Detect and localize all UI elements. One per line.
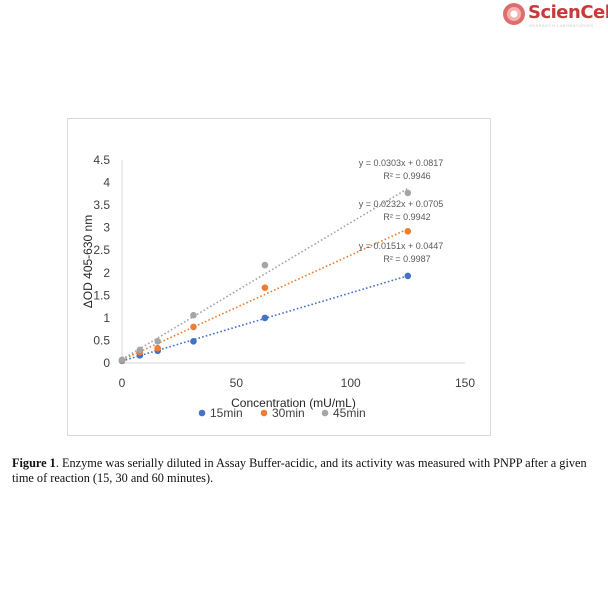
y-tick-label: 3.5 [93,198,110,212]
x-tick-label: 150 [455,376,475,390]
data-point-45min [404,189,412,197]
trendline-equation: y = 0.0303x + 0.0817 [359,158,444,168]
trendline-r-squared: R² = 0.9987 [383,254,430,264]
data-point-15min [404,272,412,280]
y-tick-label: 2 [103,266,110,280]
trendline-equation: y = 0.0151x + 0.0447 [359,241,444,251]
data-point-45min [154,338,161,345]
sciencell-logo: ScienCell RESEARCH LABORATORIES [502,1,608,29]
chart-frame: 0 0.5 1 1.5 2 2.5 3 3.5 4 4.5 0 50 100 150 Concentrati… [67,118,491,436]
legend-label: 30min [272,406,305,420]
data-point-45min [261,261,269,269]
trendline-45min [121,187,409,361]
x-axis-title: Concentration (mU/mL) [231,396,356,410]
logo-wordmark: ScienCell [528,2,608,23]
chart-svg: 0 0.5 1 1.5 2 2.5 3 3.5 4 4.5 0 50 100 150 Concentrati… [81,153,475,420]
data-point-45min [118,356,126,364]
data-point-30min [261,284,269,291]
y-tick-label: 0.5 [93,333,110,347]
data-point-45min [136,346,144,354]
data-point-30min [404,227,412,235]
y-tick-label: 1 [103,311,110,325]
legend-marker-45min [321,409,329,417]
y-tick-label: 1.5 [93,288,110,302]
figure-caption: Figure 1. Enzyme was serially diluted in… [12,456,602,486]
logo-mark-icon [503,3,525,25]
y-tick-label: 0 [103,356,110,370]
data-point-45min [190,311,197,319]
data-point-30min [154,344,161,352]
legend-marker-30min [260,409,268,417]
y-tick-label: 3 [103,221,110,235]
trendline-equation: y = 0.0232x + 0.0705 [359,199,444,209]
figure-label: Figure 1 [12,456,56,470]
figure-caption-text: . Enzyme was serially diluted in Assay B… [12,456,587,485]
logo-tagline: RESEARCH LABORATORIES [529,23,594,28]
trendline-30min [121,228,409,361]
x-tick-label: 0 [119,376,126,390]
data-point-30min [190,323,197,331]
trendline-r-squared: R² = 0.9942 [383,212,430,222]
y-axis-title: ΔOD 405-630 nm [81,215,95,308]
legend-marker-15min [198,409,206,417]
y-tick-label: 4.5 [93,153,110,167]
y-tick-label: 4 [103,176,110,190]
legend-label: 15min [210,406,243,420]
legend-label: 45min [333,406,366,420]
trendline-r-squared: R² = 0.9946 [383,171,430,181]
y-tick-label: 2.5 [93,243,110,257]
x-tick-label: 50 [230,376,244,390]
data-point-15min [261,314,269,322]
data-point-15min [190,338,197,345]
x-tick-label: 100 [341,376,361,390]
